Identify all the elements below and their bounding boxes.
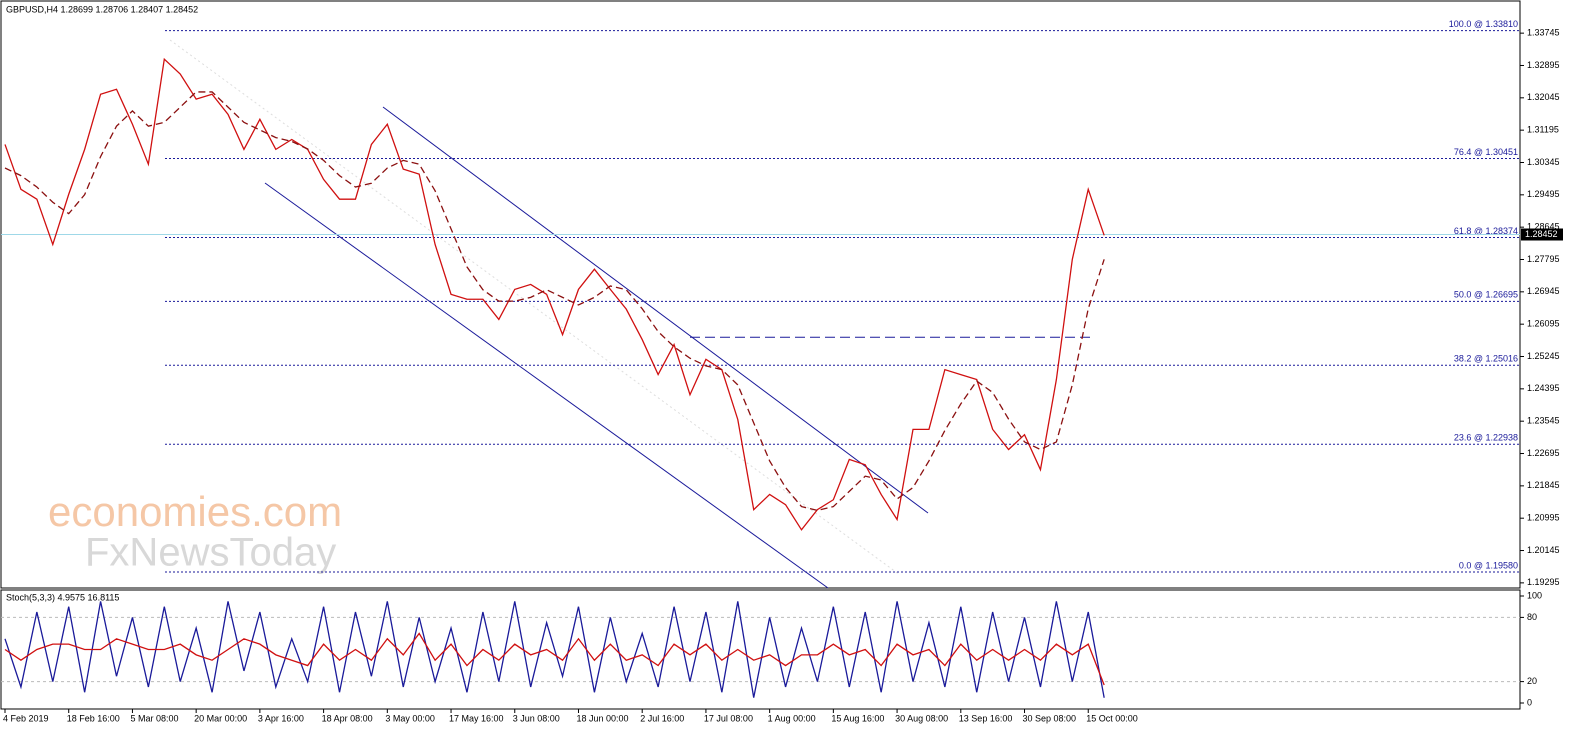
y-tick-label: 1.32895 <box>1527 60 1560 70</box>
channel-upper <box>382 106 929 514</box>
y-tick-label: 0 <box>1527 697 1532 707</box>
y-tick-label: 20 <box>1527 676 1537 686</box>
stoch-title: Stoch(5,3,3) 4.9575 16.8115 <box>6 592 119 602</box>
y-tick-label: 1.27795 <box>1527 254 1560 264</box>
fib-label: 76.4 @ 1.30451 <box>1454 147 1518 157</box>
x-tick-label: 17 Jul 08:00 <box>704 713 753 723</box>
x-tick-label: 3 May 00:00 <box>385 713 435 723</box>
fib-label: 0.0 @ 1.19580 <box>1459 560 1518 570</box>
chart-title: GBPUSD,H4 1.28699 1.28706 1.28407 1.2845… <box>6 4 198 14</box>
y-tick-label: 1.32045 <box>1527 92 1560 102</box>
y-tick-label: 1.20995 <box>1527 513 1560 523</box>
y-tick-label: 1.19295 <box>1527 577 1560 587</box>
x-tick-label: 15 Oct 00:00 <box>1086 713 1138 723</box>
y-tick-label: 1.28645 <box>1527 222 1560 232</box>
y-tick-label: 1.25245 <box>1527 351 1560 361</box>
x-tick-label: 3 Apr 16:00 <box>258 713 304 723</box>
x-tick-label: 3 Jun 08:00 <box>513 713 560 723</box>
y-tick-label: 100 <box>1527 590 1542 600</box>
channel-lower <box>264 182 829 589</box>
y-tick-label: 1.21845 <box>1527 480 1560 490</box>
fib-label: 50.0 @ 1.26695 <box>1454 290 1518 300</box>
fib-label: 23.6 @ 1.22938 <box>1454 433 1518 443</box>
x-tick-label: 30 Sep 08:00 <box>1023 713 1077 723</box>
y-tick-label: 1.26095 <box>1527 319 1560 329</box>
series-line <box>4 57 1105 531</box>
fib-label: 38.2 @ 1.25016 <box>1454 354 1518 364</box>
y-tick-label: 1.31195 <box>1527 125 1559 135</box>
y-tick-label: 1.29495 <box>1527 189 1560 199</box>
stoch-panel <box>0 589 1521 710</box>
x-tick-label: 15 Aug 16:00 <box>831 713 884 723</box>
y-tick-label: 1.24395 <box>1527 383 1560 393</box>
series-line <box>4 91 1105 512</box>
y-tick-label: 1.33745 <box>1527 28 1560 38</box>
y-tick-label: 80 <box>1527 612 1537 622</box>
series-line <box>4 601 1105 698</box>
y-tick-label: 1.26945 <box>1527 286 1560 296</box>
y-tick-label: 1.22695 <box>1527 448 1560 458</box>
x-tick-label: 5 Mar 08:00 <box>130 713 178 723</box>
x-tick-label: 18 Feb 16:00 <box>67 713 120 723</box>
x-tick-label: 4 Feb 2019 <box>3 713 49 723</box>
watermark: FxNewsToday <box>85 531 336 575</box>
x-tick-label: 17 May 16:00 <box>449 713 504 723</box>
fib-label: 61.8 @ 1.28374 <box>1454 226 1518 236</box>
y-tick-label: 1.20145 <box>1527 545 1560 555</box>
x-tick-label: 13 Sep 16:00 <box>959 713 1013 723</box>
main-panel <box>0 0 1521 589</box>
series-line <box>4 632 1105 686</box>
x-tick-label: 20 Mar 00:00 <box>194 713 247 723</box>
fib-trend <box>169 39 901 576</box>
watermark: economies.com <box>48 488 342 535</box>
x-tick-label: 30 Aug 08:00 <box>895 713 948 723</box>
x-tick-label: 18 Jun 00:00 <box>576 713 628 723</box>
fib-label: 100.0 @ 1.33810 <box>1449 19 1518 29</box>
x-tick-label: 18 Apr 08:00 <box>322 713 373 723</box>
y-tick-label: 1.23545 <box>1527 416 1560 426</box>
x-tick-label: 2 Jul 16:00 <box>640 713 684 723</box>
x-tick-label: 1 Aug 00:00 <box>768 713 816 723</box>
price-box <box>1521 228 1563 241</box>
price-label: 1.28452 <box>1525 229 1558 239</box>
y-tick-label: 1.30345 <box>1527 157 1560 167</box>
